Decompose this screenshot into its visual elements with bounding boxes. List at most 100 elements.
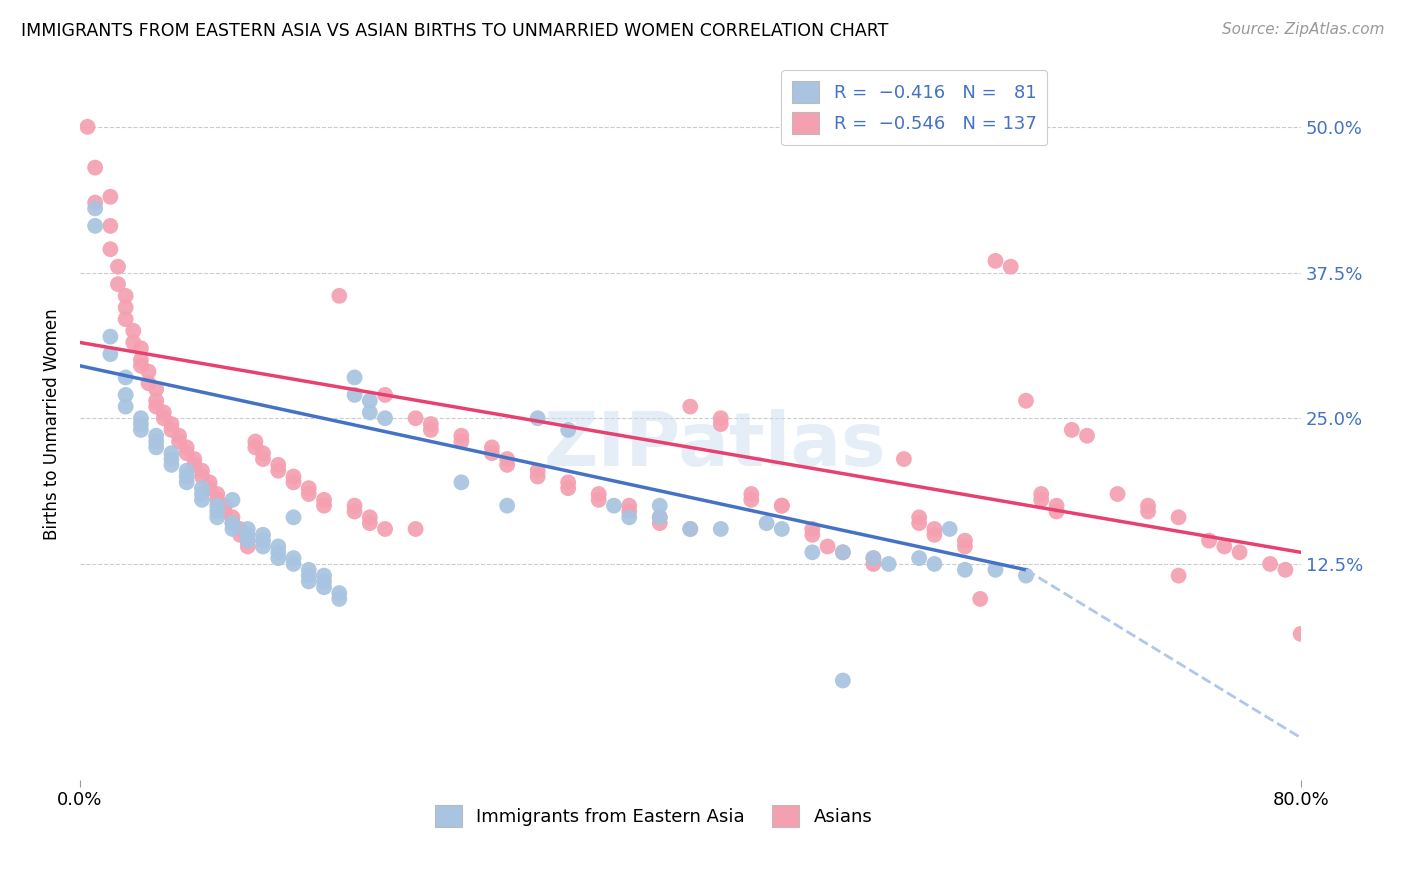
- Point: [862, 551, 884, 566]
- Point: [862, 557, 884, 571]
- Point: [252, 446, 274, 460]
- Point: [328, 586, 350, 600]
- Point: [183, 458, 205, 472]
- Point: [801, 528, 824, 542]
- Point: [114, 370, 136, 384]
- Point: [619, 499, 641, 513]
- Point: [679, 522, 702, 536]
- Point: [160, 452, 183, 467]
- Point: [1045, 499, 1067, 513]
- Point: [267, 464, 290, 478]
- Point: [245, 434, 267, 449]
- Point: [283, 557, 305, 571]
- Point: [236, 540, 259, 554]
- Point: [312, 492, 335, 507]
- Point: [619, 504, 641, 518]
- Point: [557, 423, 579, 437]
- Point: [603, 499, 626, 513]
- Point: [129, 417, 152, 431]
- Point: [938, 522, 960, 536]
- Point: [419, 417, 441, 431]
- Point: [450, 475, 472, 490]
- Point: [1137, 504, 1160, 518]
- Point: [1031, 487, 1053, 501]
- Point: [924, 557, 946, 571]
- Point: [129, 359, 152, 373]
- Point: [679, 400, 702, 414]
- Point: [114, 400, 136, 414]
- Point: [893, 452, 915, 467]
- Point: [191, 487, 214, 501]
- Point: [183, 452, 205, 467]
- Point: [245, 441, 267, 455]
- Point: [831, 545, 853, 559]
- Point: [114, 289, 136, 303]
- Point: [831, 673, 853, 688]
- Point: [343, 388, 366, 402]
- Point: [1000, 260, 1022, 274]
- Point: [229, 522, 252, 536]
- Point: [374, 522, 396, 536]
- Legend: Immigrants from Eastern Asia, Asians: Immigrants from Eastern Asia, Asians: [427, 798, 880, 835]
- Point: [817, 540, 839, 554]
- Point: [145, 428, 167, 442]
- Point: [252, 533, 274, 548]
- Point: [283, 469, 305, 483]
- Point: [481, 446, 503, 460]
- Point: [129, 423, 152, 437]
- Point: [267, 458, 290, 472]
- Point: [138, 376, 160, 391]
- Point: [908, 516, 931, 530]
- Point: [198, 481, 221, 495]
- Point: [405, 411, 427, 425]
- Point: [283, 510, 305, 524]
- Point: [84, 219, 107, 233]
- Point: [145, 441, 167, 455]
- Point: [924, 528, 946, 542]
- Point: [145, 393, 167, 408]
- Point: [298, 563, 321, 577]
- Point: [221, 522, 243, 536]
- Point: [374, 388, 396, 402]
- Point: [648, 516, 671, 530]
- Point: [84, 161, 107, 175]
- Point: [648, 510, 671, 524]
- Point: [312, 580, 335, 594]
- Point: [205, 510, 228, 524]
- Point: [984, 563, 1007, 577]
- Point: [343, 499, 366, 513]
- Point: [114, 301, 136, 315]
- Point: [557, 481, 579, 495]
- Point: [1274, 563, 1296, 577]
- Point: [236, 528, 259, 542]
- Point: [84, 195, 107, 210]
- Point: [1076, 428, 1098, 442]
- Point: [160, 458, 183, 472]
- Point: [1258, 557, 1281, 571]
- Point: [198, 475, 221, 490]
- Point: [312, 499, 335, 513]
- Point: [205, 487, 228, 501]
- Point: [100, 242, 122, 256]
- Point: [122, 335, 145, 350]
- Point: [588, 492, 610, 507]
- Point: [526, 411, 548, 425]
- Point: [176, 469, 198, 483]
- Point: [924, 522, 946, 536]
- Point: [205, 504, 228, 518]
- Point: [100, 347, 122, 361]
- Point: [167, 428, 190, 442]
- Point: [588, 487, 610, 501]
- Point: [953, 563, 976, 577]
- Point: [312, 568, 335, 582]
- Point: [831, 545, 853, 559]
- Point: [205, 492, 228, 507]
- Point: [283, 475, 305, 490]
- Point: [160, 446, 183, 460]
- Point: [252, 540, 274, 554]
- Point: [1060, 423, 1083, 437]
- Point: [221, 516, 243, 530]
- Point: [648, 499, 671, 513]
- Point: [84, 202, 107, 216]
- Point: [214, 504, 236, 518]
